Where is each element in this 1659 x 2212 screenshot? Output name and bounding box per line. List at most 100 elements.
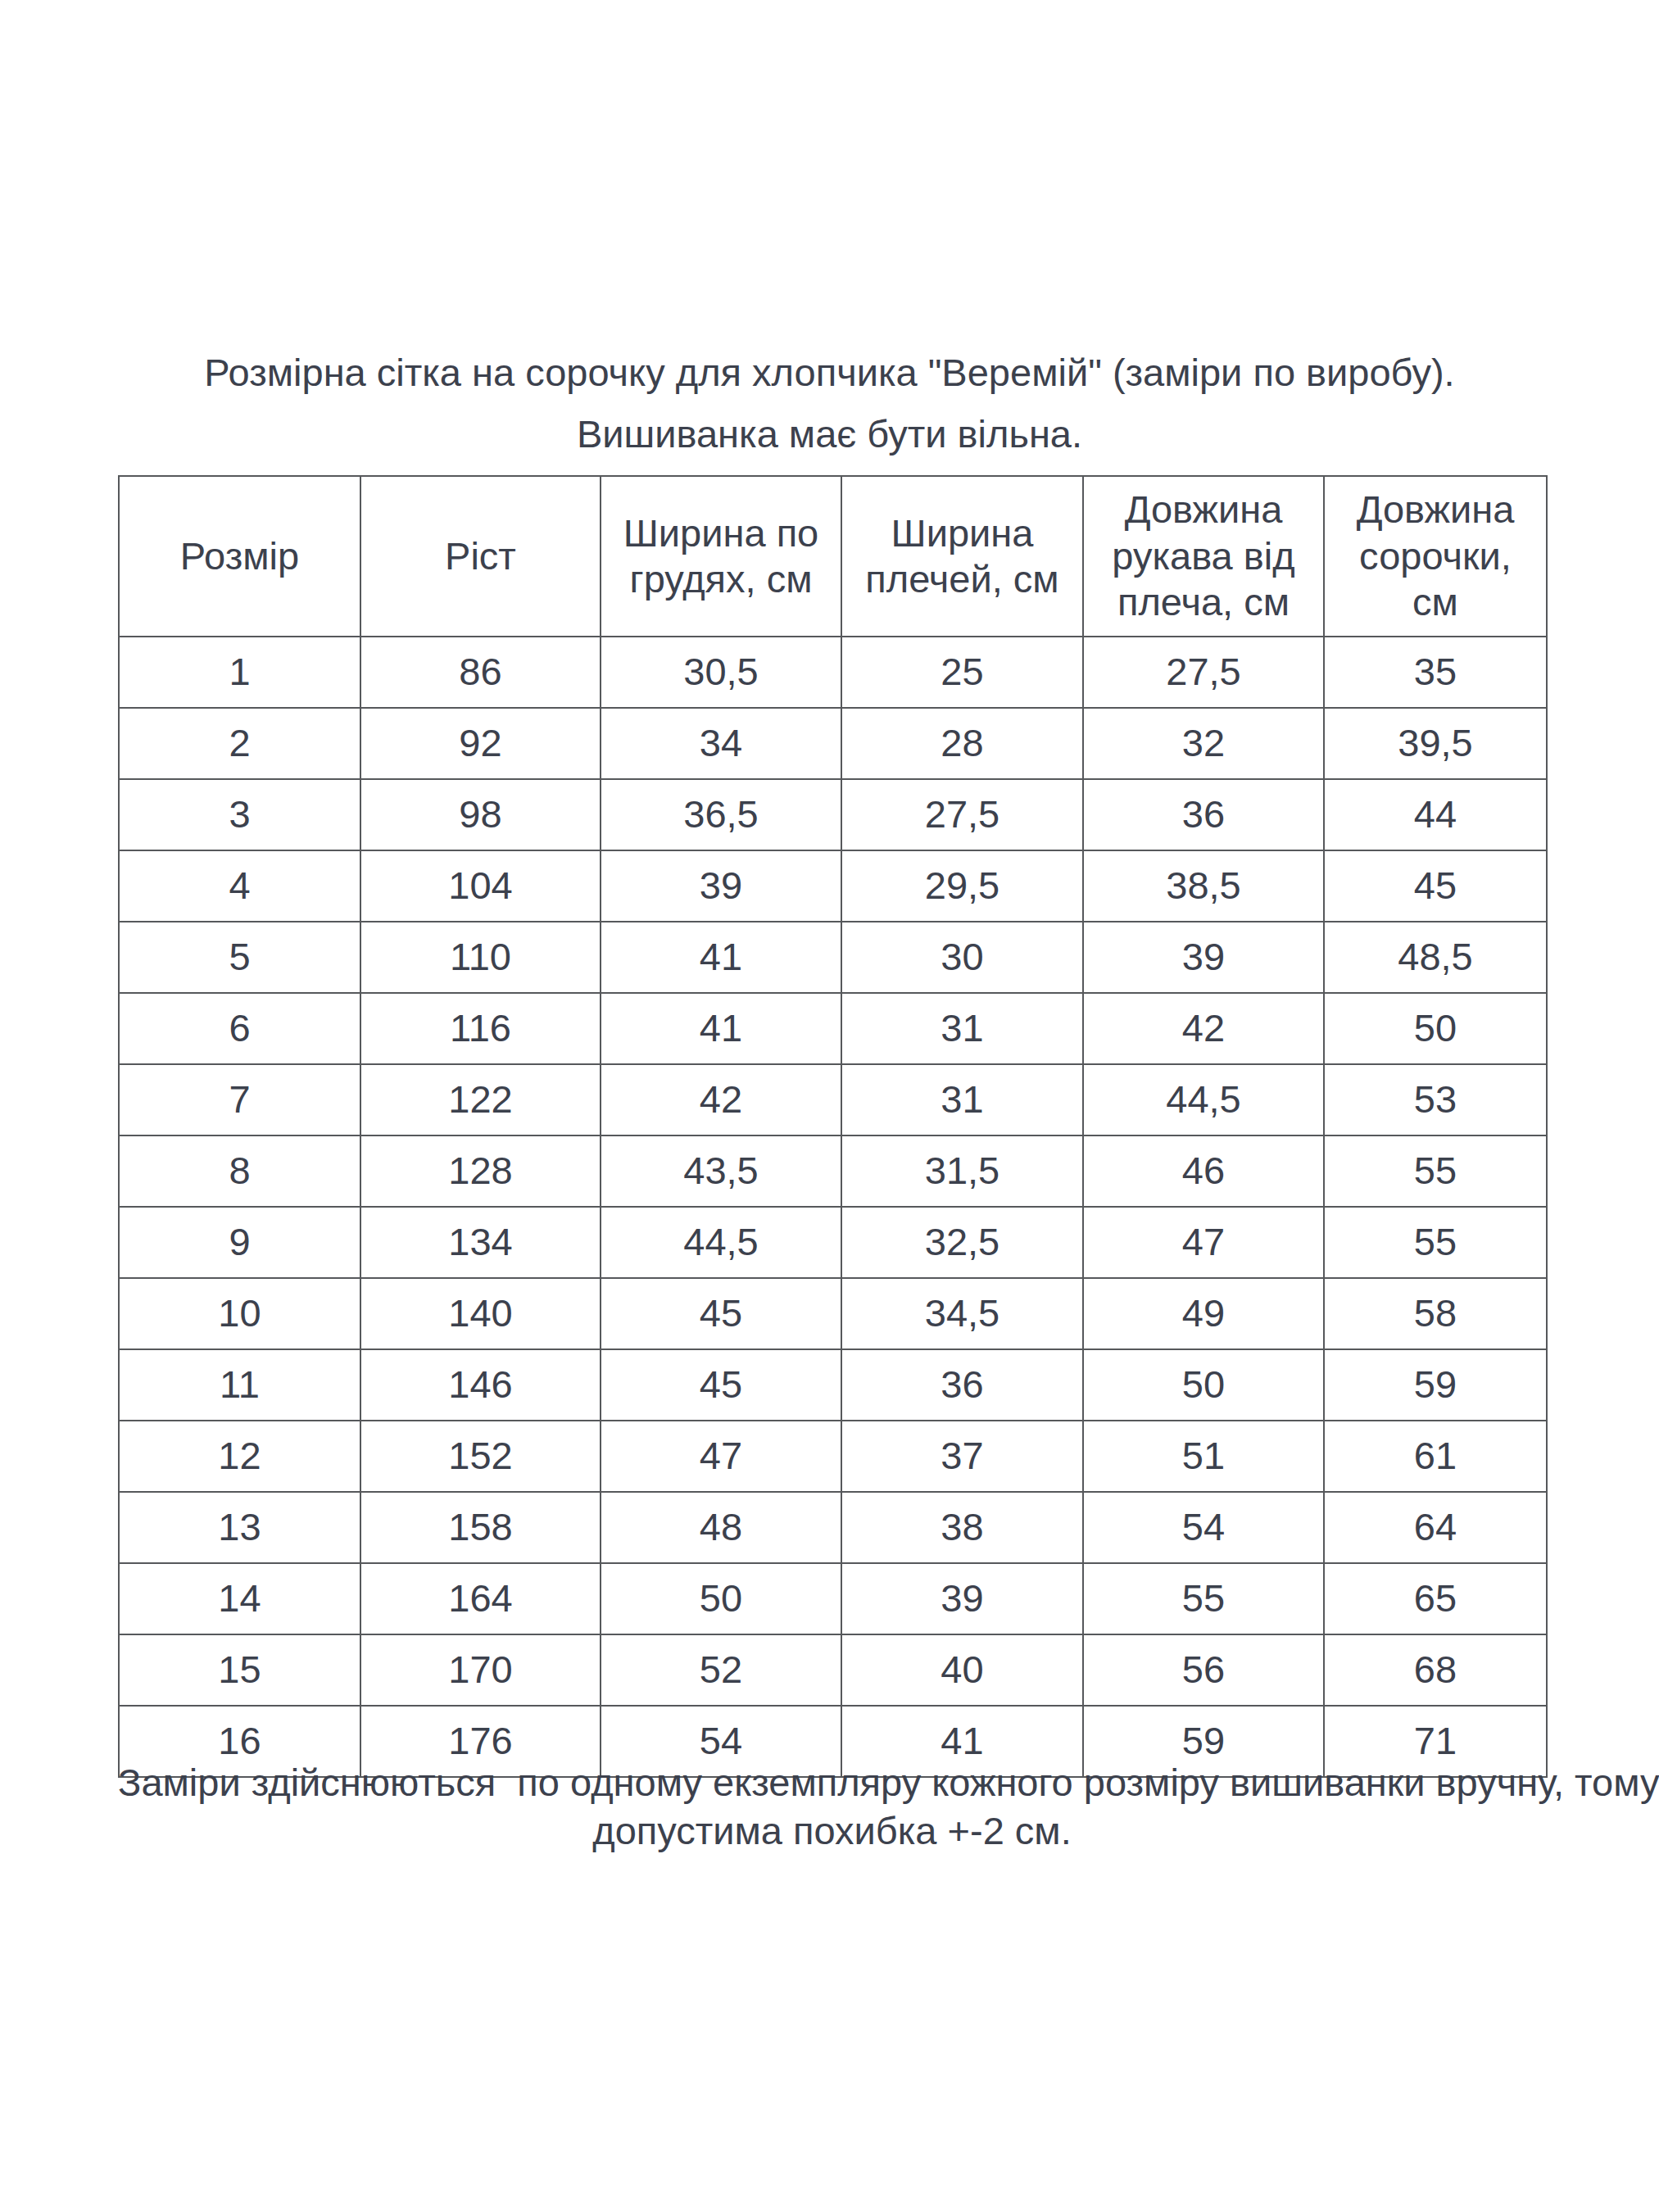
table-cell: 64 bbox=[1324, 1492, 1547, 1563]
table-cell: 45 bbox=[601, 1278, 841, 1349]
table-cell: 65 bbox=[1324, 1563, 1547, 1634]
table-cell: 110 bbox=[360, 922, 601, 993]
table-cell: 8 bbox=[119, 1135, 360, 1207]
table-row: 15 170 52 40 56 68 bbox=[119, 1634, 1547, 1706]
table-cell: 55 bbox=[1324, 1135, 1547, 1207]
table-cell: 31 bbox=[841, 1064, 1083, 1135]
table-cell: 5 bbox=[119, 922, 360, 993]
table-cell: 42 bbox=[1083, 993, 1324, 1064]
table-cell: 25 bbox=[841, 637, 1083, 708]
table-cell: 38 bbox=[841, 1492, 1083, 1563]
table-row: 13 158 48 38 54 64 bbox=[119, 1492, 1547, 1563]
table-cell: 50 bbox=[601, 1563, 841, 1634]
table-cell: 13 bbox=[119, 1492, 360, 1563]
table-cell: 34,5 bbox=[841, 1278, 1083, 1349]
footer-note: Заміри здійснюються по одному екземпляру… bbox=[118, 1758, 1546, 1855]
table-cell: 61 bbox=[1324, 1421, 1547, 1492]
table-cell: 98 bbox=[360, 779, 601, 850]
table-cell: 42 bbox=[601, 1064, 841, 1135]
table-cell: 28 bbox=[841, 708, 1083, 779]
table-cell: 4 bbox=[119, 850, 360, 922]
table-row: 8 128 43,5 31,5 46 55 bbox=[119, 1135, 1547, 1207]
table-cell: 27,5 bbox=[1083, 637, 1324, 708]
table-cell: 55 bbox=[1083, 1563, 1324, 1634]
table-cell: 39 bbox=[1083, 922, 1324, 993]
table-cell: 36 bbox=[841, 1349, 1083, 1421]
table-cell: 86 bbox=[360, 637, 601, 708]
table-cell: 56 bbox=[1083, 1634, 1324, 1706]
table-cell: 32,5 bbox=[841, 1207, 1083, 1278]
table-cell: 92 bbox=[360, 708, 601, 779]
table-cell: 3 bbox=[119, 779, 360, 850]
table-cell: 55 bbox=[1324, 1207, 1547, 1278]
table-cell: 46 bbox=[1083, 1135, 1324, 1207]
table-row: 11 146 45 36 50 59 bbox=[119, 1349, 1547, 1421]
table-cell: 41 bbox=[601, 993, 841, 1064]
column-header: Ширина плечей, см bbox=[841, 476, 1083, 637]
table-cell: 1 bbox=[119, 637, 360, 708]
table-cell: 53 bbox=[1324, 1064, 1547, 1135]
table-cell: 122 bbox=[360, 1064, 601, 1135]
table-cell: 39 bbox=[601, 850, 841, 922]
table-cell: 6 bbox=[119, 993, 360, 1064]
table-row: 10 140 45 34,5 49 58 bbox=[119, 1278, 1547, 1349]
table-cell: 43,5 bbox=[601, 1135, 841, 1207]
table-row: 9 134 44,5 32,5 47 55 bbox=[119, 1207, 1547, 1278]
table-cell: 39 bbox=[841, 1563, 1083, 1634]
footer-note-line: допустима похибка +-2 см. bbox=[118, 1806, 1546, 1855]
column-header: Розмір bbox=[119, 476, 360, 637]
table-cell: 14 bbox=[119, 1563, 360, 1634]
table-row: 1 86 30,5 25 27,5 35 bbox=[119, 637, 1547, 708]
table-cell: 59 bbox=[1324, 1349, 1547, 1421]
table-cell: 58 bbox=[1324, 1278, 1547, 1349]
table-cell: 27,5 bbox=[841, 779, 1083, 850]
table-cell: 41 bbox=[601, 922, 841, 993]
table-cell: 50 bbox=[1083, 1349, 1324, 1421]
table-cell: 128 bbox=[360, 1135, 601, 1207]
table-cell: 2 bbox=[119, 708, 360, 779]
table-cell: 140 bbox=[360, 1278, 601, 1349]
table-cell: 40 bbox=[841, 1634, 1083, 1706]
table-row: 6 116 41 31 42 50 bbox=[119, 993, 1547, 1064]
table-cell: 32 bbox=[1083, 708, 1324, 779]
column-header: Ріст bbox=[360, 476, 601, 637]
table-cell: 37 bbox=[841, 1421, 1083, 1492]
table-cell: 7 bbox=[119, 1064, 360, 1135]
column-header: Довжина сорочки, см bbox=[1324, 476, 1547, 637]
table-row: 7 122 42 31 44,5 53 bbox=[119, 1064, 1547, 1135]
table-cell: 104 bbox=[360, 850, 601, 922]
table-cell: 152 bbox=[360, 1421, 601, 1492]
footer-note-line: Заміри здійснюються по одному екземпляру… bbox=[118, 1758, 1546, 1806]
table-cell: 48 bbox=[601, 1492, 841, 1563]
table-cell: 39,5 bbox=[1324, 708, 1547, 779]
table-cell: 31,5 bbox=[841, 1135, 1083, 1207]
size-chart-table: Розмір Ріст Ширина по грудях, см Ширина … bbox=[118, 475, 1548, 1778]
table-cell: 47 bbox=[1083, 1207, 1324, 1278]
table-cell: 170 bbox=[360, 1634, 601, 1706]
table-cell: 45 bbox=[601, 1349, 841, 1421]
table-row: 14 164 50 39 55 65 bbox=[119, 1563, 1547, 1634]
column-header: Довжина рукава від плеча, см bbox=[1083, 476, 1324, 637]
table-cell: 51 bbox=[1083, 1421, 1324, 1492]
table-cell: 45 bbox=[1324, 850, 1547, 922]
table-row: 3 98 36,5 27,5 36 44 bbox=[119, 779, 1547, 850]
table-cell: 164 bbox=[360, 1563, 601, 1634]
table-row: 12 152 47 37 51 61 bbox=[119, 1421, 1547, 1492]
column-header: Ширина по грудях, см bbox=[601, 476, 841, 637]
table-cell: 30 bbox=[841, 922, 1083, 993]
table-cell: 146 bbox=[360, 1349, 601, 1421]
table-cell: 11 bbox=[119, 1349, 360, 1421]
table-cell: 15 bbox=[119, 1634, 360, 1706]
table-cell: 34 bbox=[601, 708, 841, 779]
table-cell: 134 bbox=[360, 1207, 601, 1278]
table-cell: 44,5 bbox=[601, 1207, 841, 1278]
table-cell: 50 bbox=[1324, 993, 1547, 1064]
table-cell: 52 bbox=[601, 1634, 841, 1706]
page-title: Розмірна сітка на сорочку для хлопчика "… bbox=[0, 350, 1659, 396]
table-cell: 35 bbox=[1324, 637, 1547, 708]
table-cell: 44,5 bbox=[1083, 1064, 1324, 1135]
table-cell: 44 bbox=[1324, 779, 1547, 850]
table-cell: 12 bbox=[119, 1421, 360, 1492]
table-cell: 10 bbox=[119, 1278, 360, 1349]
table-cell: 29,5 bbox=[841, 850, 1083, 922]
